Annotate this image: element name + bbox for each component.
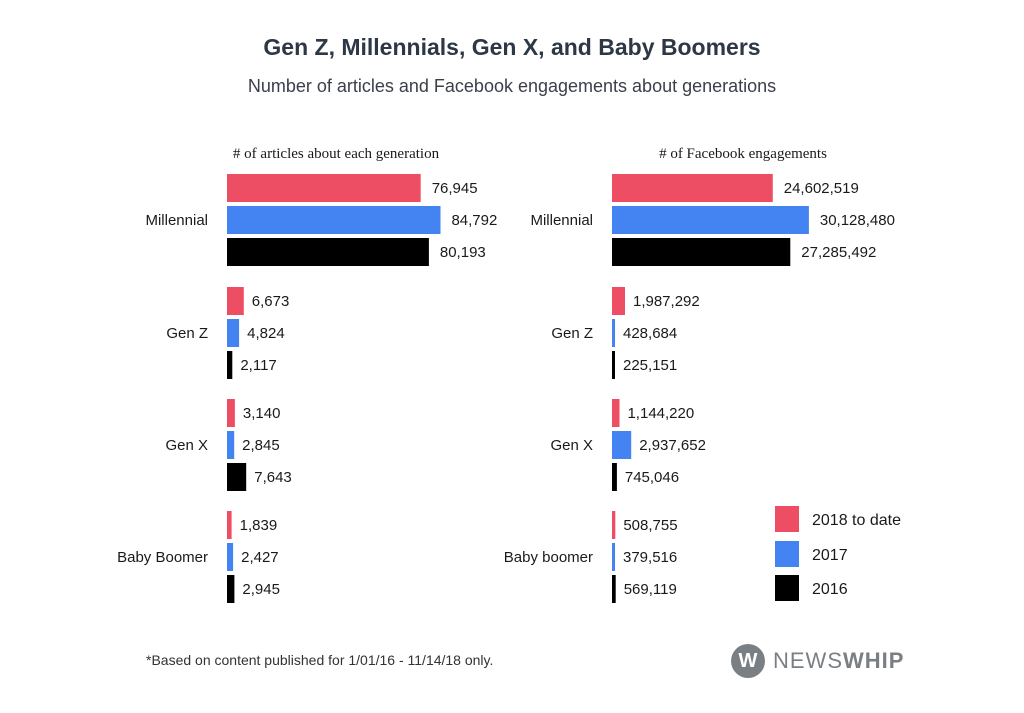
- data-label: 1,144,220: [627, 405, 694, 422]
- legend-swatch-2: [775, 541, 799, 567]
- bar-2016: [612, 351, 615, 379]
- data-label: 2,845: [242, 437, 280, 454]
- bar-2017: [612, 543, 615, 571]
- legend-label-1: 2018 to date: [812, 512, 901, 529]
- data-label: 7,643: [254, 469, 292, 486]
- data-label: 76,945: [432, 180, 478, 197]
- data-label: 2,117: [240, 357, 276, 374]
- category-label: Baby boomer: [504, 549, 593, 566]
- category-label: Millennial: [530, 212, 593, 229]
- bar-2018-to-date: [227, 399, 235, 427]
- bar-2018-to-date: [612, 287, 625, 315]
- panel-title-2: # of Facebook engagements: [659, 146, 827, 162]
- panel-title-1: # of articles about each generation: [233, 146, 440, 162]
- footnote: *Based on content published for 1/01/16 …: [146, 652, 494, 668]
- bar-2017: [612, 431, 632, 459]
- bar-2018-to-date: [227, 287, 244, 315]
- category-label: Millennial: [145, 212, 208, 229]
- data-label: 1,987,292: [633, 293, 700, 310]
- data-label: 569,119: [624, 581, 677, 598]
- bar-2016: [227, 463, 247, 491]
- bar-2017: [227, 319, 240, 347]
- data-label: 4,824: [247, 325, 285, 342]
- data-label: 1,839: [240, 517, 278, 534]
- chart-subtitle: Number of articles and Facebook engageme…: [247, 76, 777, 96]
- bar-2018-to-date: [227, 511, 232, 539]
- bar-2018-to-date: [612, 174, 773, 202]
- legend-swatch-1: [775, 506, 799, 532]
- data-label: 2,945: [242, 581, 280, 598]
- data-label: 379,516: [623, 549, 677, 566]
- bar-2018-to-date: [227, 174, 421, 202]
- bar-2017: [227, 206, 441, 234]
- bar-2017: [227, 543, 234, 571]
- data-label: 24,602,519: [784, 180, 859, 197]
- legend-label-2: 2017: [812, 547, 848, 564]
- bar-2016: [612, 575, 616, 603]
- bar-2017: [612, 206, 809, 234]
- bar-2017: [227, 431, 235, 459]
- category-label: Gen X: [550, 437, 593, 454]
- bar-2018-to-date: [612, 511, 616, 539]
- data-label: 3,140: [243, 405, 281, 422]
- data-label: 225,151: [623, 357, 677, 374]
- data-label: 27,285,492: [801, 244, 876, 261]
- bar-2017: [612, 319, 615, 347]
- bar-2016: [227, 351, 233, 379]
- brand-name: NEWSWHIP: [773, 648, 904, 674]
- chart-title: Gen Z, Millennials, Gen X, and Baby Boom…: [263, 34, 761, 60]
- category-label: Gen X: [165, 437, 208, 454]
- legend-swatch-3: [775, 575, 799, 601]
- bar-2016: [227, 238, 429, 266]
- data-label: 30,128,480: [820, 212, 895, 229]
- data-label: 2,937,652: [639, 437, 706, 454]
- bar-2016: [227, 575, 235, 603]
- data-label: 745,046: [625, 469, 679, 486]
- bar-2016: [612, 463, 617, 491]
- bar-2018-to-date: [612, 399, 620, 427]
- newswhip-logo: W NEWSWHIP: [731, 644, 904, 678]
- bar-2016: [612, 238, 791, 266]
- legend-label-3: 2016: [812, 581, 848, 598]
- newswhip-w-icon: W: [731, 644, 765, 678]
- data-label: 6,673: [252, 293, 290, 310]
- category-label: Baby Boomer: [117, 549, 208, 566]
- data-label: 508,755: [623, 517, 677, 534]
- brand-name-light: NEWS: [773, 648, 843, 673]
- data-label: 80,193: [440, 244, 486, 261]
- category-label: Gen Z: [551, 325, 593, 342]
- category-label: Gen Z: [166, 325, 208, 342]
- data-label: 2,427: [241, 549, 279, 566]
- brand-name-bold: WHIP: [843, 648, 905, 673]
- data-label: 84,792: [451, 212, 497, 229]
- data-label: 428,684: [623, 325, 677, 342]
